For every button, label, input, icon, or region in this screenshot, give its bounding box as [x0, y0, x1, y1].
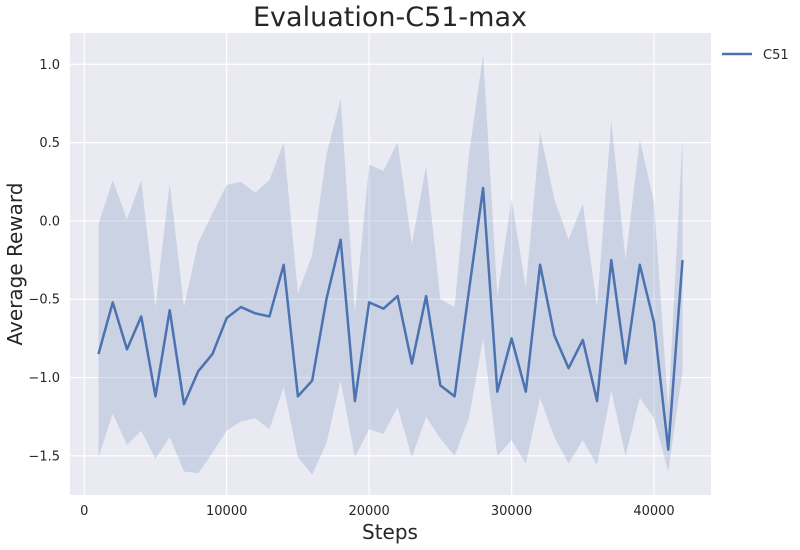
- x-tick-labels: 0 10000 20000 30000 40000: [80, 504, 675, 519]
- y-tick-label: −1.5: [28, 449, 60, 464]
- x-tick-label: 0: [80, 504, 88, 519]
- y-tick-label: 0.5: [39, 136, 60, 151]
- x-tick-label: 20000: [348, 504, 389, 519]
- series-lines: [97, 186, 684, 451]
- y-tick-label: 0.0: [39, 214, 60, 229]
- grid-lines: [70, 33, 711, 495]
- y-tick-label: −0.5: [28, 293, 60, 308]
- y-axis-title: Average Reward: [3, 183, 27, 346]
- chart-title: Evaluation-C51-max: [253, 2, 527, 33]
- x-tick-label: 30000: [491, 504, 532, 519]
- plot-background: [70, 33, 711, 495]
- confidence-bands: [98, 54, 683, 475]
- x-axis-title: Steps: [362, 520, 418, 544]
- series-line-c51: [97, 186, 684, 451]
- y-tick-labels: −1.5 −1.0 −0.5 0.0 0.5 1.0: [28, 58, 60, 465]
- x-tick-label: 10000: [206, 504, 247, 519]
- x-tick-label: 40000: [633, 504, 674, 519]
- confidence-band-c51: [98, 54, 683, 475]
- legend-label-c51: C51: [763, 48, 789, 63]
- legend: C51: [722, 48, 789, 63]
- y-tick-label: −1.0: [28, 371, 60, 386]
- y-tick-label: 1.0: [39, 58, 60, 73]
